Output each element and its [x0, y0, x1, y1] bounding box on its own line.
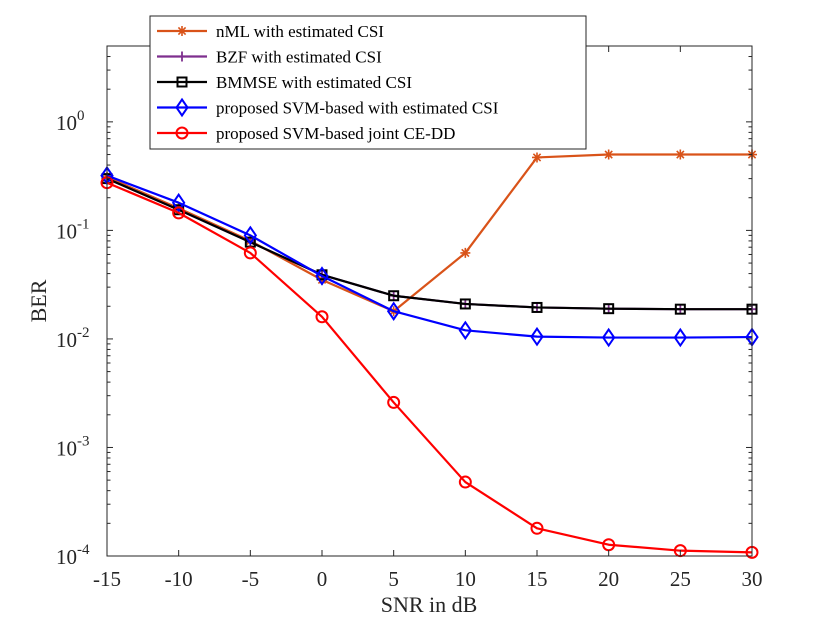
series-1-point: [675, 149, 686, 160]
series-4-point: [386, 301, 401, 321]
series-5-point: [530, 521, 544, 535]
legend-label: proposed SVM-based with estimated CSI: [216, 99, 499, 118]
legend-item: BMMSE with estimated CSI: [157, 73, 412, 92]
series-4-point: [601, 327, 616, 348]
series-4-point: [315, 266, 329, 286]
x-tick-label: -5: [242, 567, 260, 591]
legend-label: BZF with estimated CSI: [216, 48, 382, 67]
legend-label: nML with estimated CSI: [216, 22, 384, 41]
series-4-point: [673, 327, 688, 348]
series-5-point: [315, 310, 329, 324]
series-3-point: [388, 290, 400, 302]
series-5: [100, 176, 759, 559]
series-3-point: [459, 298, 471, 310]
y-axis-title: BER: [26, 279, 51, 322]
legend-marker: [176, 76, 188, 88]
series-4-point: [243, 225, 258, 246]
series-4-point: [530, 326, 544, 347]
y-tick-label: 10-4: [56, 542, 90, 569]
x-tick-label: -10: [165, 567, 193, 591]
x-axis-ticks: -15 -10 -5 0 5 10 15 20 25 30: [93, 46, 763, 591]
legend-item: proposed SVM-based joint CE-DD: [157, 124, 455, 143]
series-3-line: [106, 177, 752, 311]
y-tick-label: 10-3: [56, 433, 90, 460]
series-1-point: [532, 152, 542, 163]
legend: nML with estimated CSI BZF with estimated…: [149, 15, 587, 150]
y-tick-label: 100: [56, 108, 85, 135]
x-tick-label: 15: [527, 567, 548, 591]
series-3-point: [603, 303, 615, 315]
series-1-line: [106, 153, 752, 313]
series-4-point: [171, 192, 186, 213]
series-3-point: [674, 303, 686, 315]
series-4-point: [458, 320, 473, 341]
x-tick-label: 25: [670, 567, 691, 591]
series-5-point: [458, 475, 472, 489]
x-tick-label: -15: [93, 567, 121, 591]
legend-label: proposed SVM-based joint CE-DD: [216, 124, 455, 143]
series-1-point: [603, 149, 614, 160]
legend-item: nML with estimated CSI: [157, 22, 384, 41]
x-tick-label: 0: [317, 567, 328, 591]
series-5-point: [172, 206, 186, 220]
legend-box: [149, 15, 587, 150]
y-tick-label: 10-2: [56, 325, 90, 352]
legend-label: BMMSE with estimated CSI: [216, 73, 412, 92]
y-axis-ticks: 100 10-1 10-2 10-3 10-4: [56, 45, 752, 569]
legend-marker: [175, 126, 189, 140]
legend-marker: [177, 51, 187, 62]
series-4: [100, 165, 759, 348]
series-3-point: [531, 301, 543, 313]
legend-marker: [177, 26, 187, 36]
series-5-point: [243, 246, 257, 260]
series-5-line: [106, 181, 753, 554]
x-axis-title: SNR in dB: [381, 592, 478, 617]
series-1-point: [460, 247, 471, 258]
x-tick-label: 10: [455, 567, 476, 591]
x-tick-label: 20: [598, 567, 619, 591]
x-tick-label: 30: [742, 567, 763, 591]
series-5-point: [387, 395, 401, 409]
series-4-line: [106, 174, 753, 339]
legend-item: BZF with estimated CSI: [157, 48, 382, 67]
series-layer: [100, 149, 759, 559]
legend-marker: [175, 97, 189, 118]
y-tick-label: 10-1: [56, 216, 90, 243]
legend-item: proposed SVM-based with estimated CSI: [157, 97, 499, 118]
x-tick-label: 5: [388, 567, 399, 591]
